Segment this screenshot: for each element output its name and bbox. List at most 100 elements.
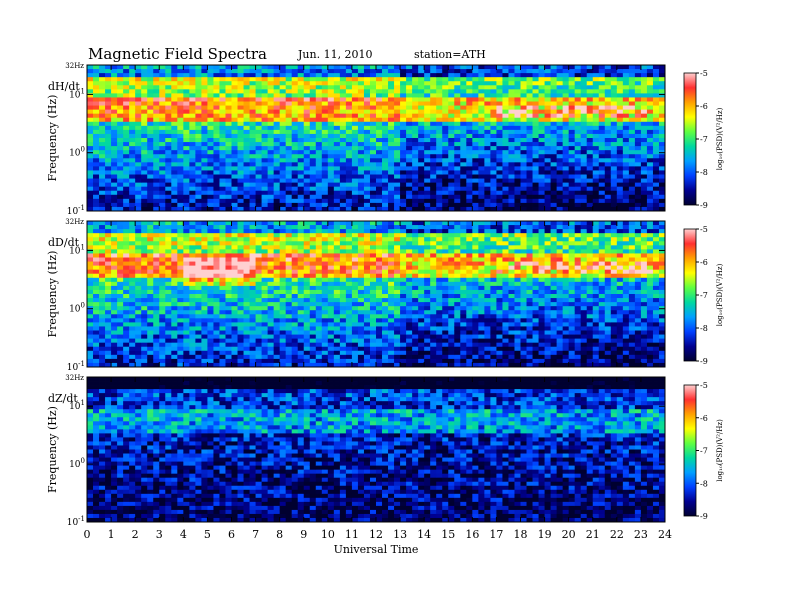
spectrogram-cell [532,198,539,204]
spectrogram-cell [261,237,269,242]
spectrogram-cell [225,225,232,230]
spectrogram-cell [195,69,202,74]
spectrogram-cell [177,97,184,102]
spectrogram-cell [93,65,100,70]
spectrogram-cell [111,158,118,163]
spectrogram-cell [93,237,100,242]
spectrogram-cell [321,113,329,119]
spectrogram-cell [382,109,389,115]
spectrogram-cell [93,81,100,86]
spectrogram-cell [628,73,636,78]
spectrogram-cell [189,322,196,327]
spectrogram-cell [394,109,401,115]
spectrogram-cell [303,229,311,234]
spectrogram-cell [580,154,588,159]
spectrogram-cell [550,93,558,98]
spectrogram-cell [327,237,335,242]
spectrogram-cell [628,178,636,184]
spectrogram-cell [484,162,491,167]
spectrogram-cell [243,338,250,344]
spectrogram-cell [315,93,323,98]
spectrogram-cell [249,245,256,250]
spectrogram-cell [141,281,148,287]
spectrogram-cell [207,306,214,311]
spectrogram-cell [321,362,329,368]
spectrogram-cell [111,146,118,151]
spectrogram-cell [418,178,425,184]
spectrogram-cell [640,154,648,159]
spectrogram-cell [556,89,564,94]
spectrogram-cell [117,298,124,303]
spectrogram-cell [261,154,269,159]
spectrogram-cell [219,221,226,226]
spectrogram-cell [147,121,154,127]
spectrogram-cell [111,281,118,287]
spectrogram-cell [652,89,660,94]
spectrogram-cell [291,354,299,360]
spectrogram-cell [562,81,570,86]
spectrogram-cell [135,65,142,70]
spectrogram-cell [315,69,323,74]
spectrogram-cell [658,190,666,196]
spectrogram-cell [165,150,172,155]
spectrogram-cell [598,194,606,200]
spectrogram-cell [195,257,202,262]
spectrogram-cell [303,294,311,299]
spectrogram-cell [171,93,178,98]
spectrogram-cell [315,81,323,86]
spectrogram-cell [225,241,232,246]
spectrogram-cell [448,206,455,212]
spectrogram-cell [261,306,269,311]
spectrogram-cell [622,109,630,115]
spectrogram-cell [297,233,305,238]
spectrogram-cell [201,330,208,335]
spectrogram-cell [562,77,570,82]
spectrogram-cell [652,154,660,159]
spectrogram-cell [297,101,305,106]
spectrogram-cell [610,142,618,147]
spectrogram-cell [189,138,196,143]
spectrogram-cell [562,202,570,208]
spectrogram-cell [93,342,100,348]
spectrogram-cell [147,285,154,291]
spectrogram-cell [231,146,238,151]
spectrogram-cell [484,158,491,163]
spectrogram-cell [87,342,94,348]
spectrogram-cell [99,249,106,254]
spectrogram-cell [363,198,371,204]
spectrogram-cell [562,174,570,179]
spectrogram-cell [237,342,244,348]
spectrogram-cell [315,138,323,143]
spectrogram-cell [225,202,232,208]
spectrogram-cell [520,109,527,115]
spectrogram-cell [231,178,238,184]
spectrogram-cell [291,182,299,188]
spectrogram-cell [111,338,118,344]
spectrogram-cell [297,298,305,303]
spectrogram-cell [123,142,130,147]
spectrogram-cell [412,133,419,139]
spectrogram-cell [321,253,329,258]
spectrogram-cell [237,178,244,184]
spectrogram-cell [321,346,329,352]
spectrogram-cell [315,146,323,151]
spectrogram-cell [93,265,100,271]
spectrogram-cell [195,322,202,327]
spectrogram-cell [628,65,636,70]
spectrogram-cell [345,105,353,111]
spectrogram-cell [105,338,112,344]
spectrogram-cell [141,334,148,340]
spectrogram-cell [321,150,329,155]
spectrogram-cell [327,105,335,111]
spectrogram-cell [526,202,533,208]
spectrogram-cell [261,294,269,299]
spectrogram-cell [544,105,551,111]
spectrogram-cell [123,285,130,291]
spectrogram-cell [568,93,576,98]
spectrogram-cell [424,89,431,94]
spectrogram-cell [249,109,256,115]
spectrogram-cell [225,289,232,295]
spectrogram-cell [376,97,383,102]
spectrogram-cell [309,285,317,291]
spectrogram-cell [141,85,148,90]
